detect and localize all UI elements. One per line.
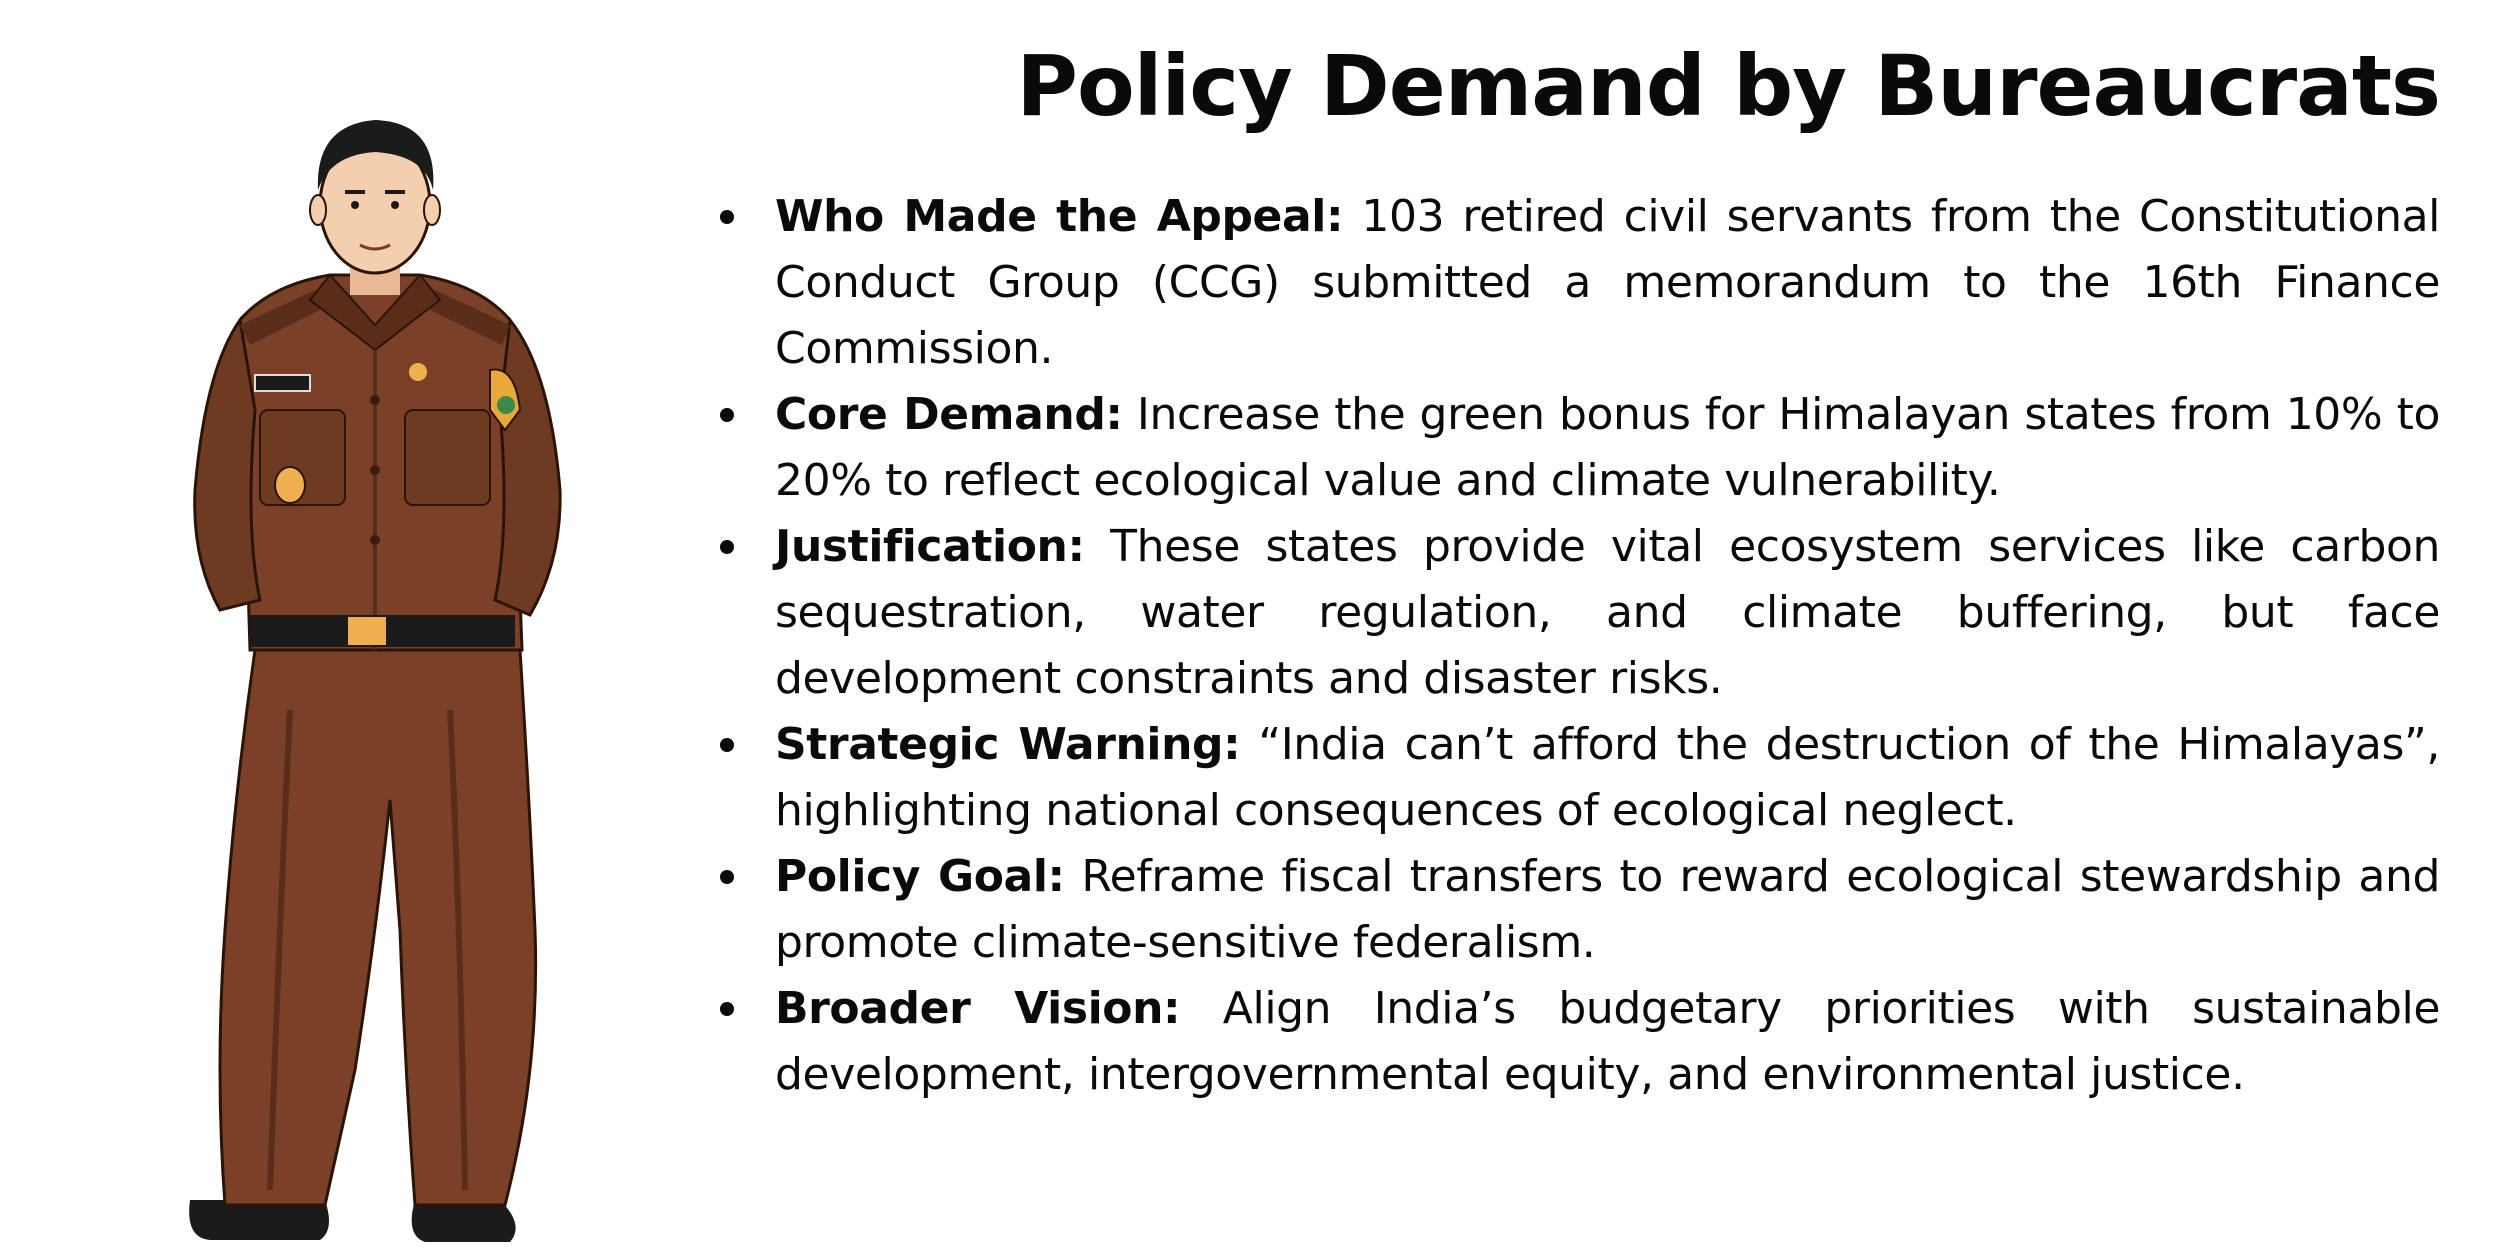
hair bbox=[317, 120, 434, 190]
right-epaulette bbox=[430, 290, 510, 345]
bullet-text: Reframe fiscal transfers to reward ecolo… bbox=[775, 851, 2441, 968]
trouser-crease-right bbox=[447, 709, 468, 1191]
bullet-dot-icon bbox=[720, 408, 734, 422]
bullet-core-demand: Core Demand: Increase the green bonus fo… bbox=[720, 382, 2440, 514]
left-epaulette bbox=[240, 290, 320, 345]
bullet-text: Increase the green bonus for Himalayan s… bbox=[775, 389, 2440, 506]
bullet-who-made-appeal: Who Made the Appeal: 103 retired civil s… bbox=[720, 184, 2440, 382]
collar-pin bbox=[409, 363, 427, 381]
bullet-dot-icon bbox=[720, 540, 734, 554]
bullet-strategic-warning: Strategic Warning: “India can’t afford t… bbox=[720, 712, 2440, 844]
bullet-dot-icon bbox=[720, 1002, 734, 1016]
left-arm bbox=[193, 316, 262, 612]
bullet-label: Strategic Warning: bbox=[775, 719, 1241, 770]
bullet-dot-icon bbox=[720, 738, 734, 752]
bullet-label: Core Demand: bbox=[775, 389, 1123, 440]
officer-illustration bbox=[150, 110, 580, 1250]
collar bbox=[308, 273, 442, 352]
belt-buckle bbox=[348, 617, 386, 645]
bullet-broader-vision: Broader Vision: Align India’s budgetary … bbox=[720, 976, 2440, 1108]
left-shoe bbox=[189, 1200, 329, 1240]
right-pocket bbox=[404, 409, 491, 506]
bullet-text: These states provide vital ecosystem ser… bbox=[775, 521, 2440, 704]
bullet-text: 103 retired civil servants from the Cons… bbox=[775, 191, 2440, 374]
bullet-label: Broader Vision: bbox=[775, 983, 1181, 1034]
bullet-label: Justification: bbox=[775, 521, 1085, 572]
page-title: Policy Demand by Bureaucrats bbox=[1016, 37, 2441, 135]
right-shoe bbox=[411, 1200, 516, 1242]
bullet-justification: Justification: These states provide vita… bbox=[720, 514, 2440, 712]
bullet-policy-goal: Policy Goal: Reframe fiscal transfers to… bbox=[720, 844, 2440, 976]
bullet-label: Policy Goal: bbox=[775, 851, 1065, 902]
bullet-label: Who Made the Appeal: bbox=[775, 191, 1344, 242]
right-arm bbox=[493, 316, 562, 617]
bullet-text: “India can’t afford the destruction of t… bbox=[775, 719, 2440, 836]
bullet-text: Align India’s budgetary priorities with … bbox=[775, 983, 2440, 1100]
bullet-dot-icon bbox=[720, 210, 734, 224]
medal bbox=[274, 466, 306, 504]
name-tag bbox=[254, 374, 311, 392]
trousers bbox=[218, 648, 538, 1207]
bullet-list: Who Made the Appeal: 103 retired civil s… bbox=[720, 184, 2440, 1108]
bullet-dot-icon bbox=[720, 870, 734, 884]
trouser-crease-left bbox=[267, 709, 293, 1191]
